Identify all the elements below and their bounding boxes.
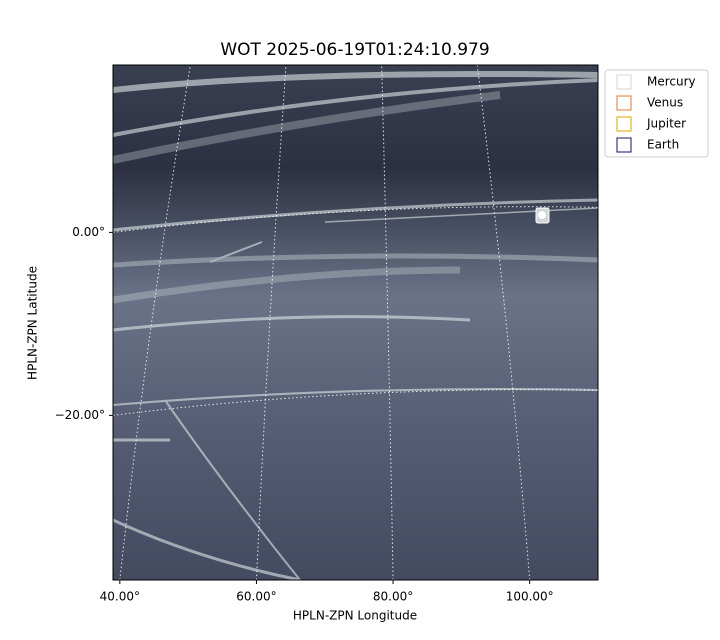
grid-line bbox=[381, 64, 394, 581]
plot-frame bbox=[112, 64, 599, 581]
grid-line bbox=[255, 64, 287, 581]
legend-swatch bbox=[616, 137, 632, 153]
y-axis-label: HPLN-ZPN Latitude bbox=[26, 266, 40, 380]
legend-swatch bbox=[616, 95, 632, 111]
x-axis-label: HPLN-ZPN Longitude bbox=[293, 609, 417, 623]
legend: Mercury Venus Jupiter Earth bbox=[604, 69, 709, 158]
legend-swatch bbox=[616, 74, 632, 90]
x-tick-label: 80.00° bbox=[373, 590, 413, 604]
y-tick-label: −20.00° bbox=[55, 408, 105, 422]
legend-label: Venus bbox=[647, 96, 683, 110]
legend-label: Jupiter bbox=[646, 117, 686, 131]
legend-label: Earth bbox=[647, 138, 679, 152]
legend-swatch bbox=[616, 116, 632, 132]
legend-label: Mercury bbox=[647, 75, 696, 89]
x-tick-label: 100.00° bbox=[506, 590, 554, 604]
x-tick-label: 40.00° bbox=[100, 590, 140, 604]
x-tick-label: 60.00° bbox=[236, 590, 276, 604]
image bbox=[113, 65, 598, 580]
chart-title: WOT 2025-06-19T01:24:10.979 bbox=[220, 40, 489, 60]
y-tick-label: 0.00° bbox=[72, 225, 105, 239]
grid-line bbox=[119, 64, 191, 581]
